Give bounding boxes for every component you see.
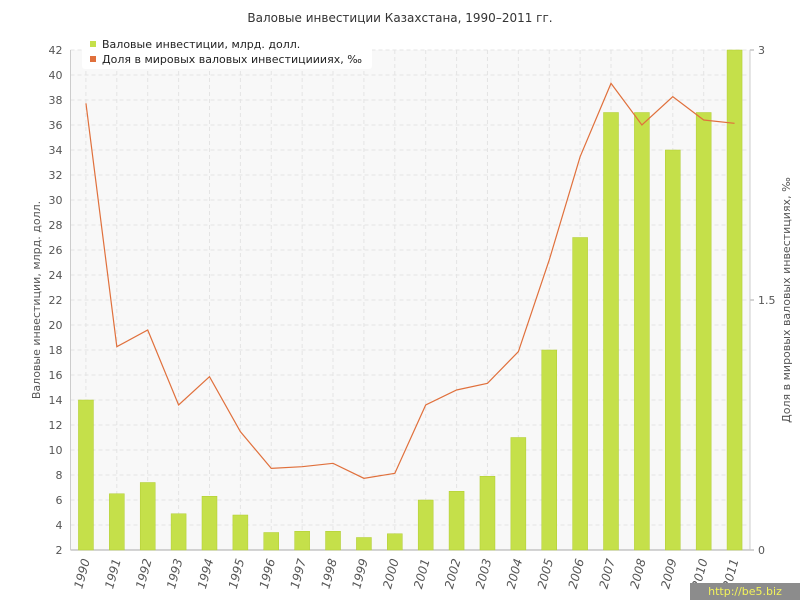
x-tick-label: 1993 <box>164 557 185 590</box>
chart-title: Валовые инвестиции Казахстана, 1990–2011… <box>247 11 552 25</box>
bar <box>634 112 650 551</box>
x-tick-label: 2002 <box>442 557 463 590</box>
y-tick-label: 2 <box>56 544 63 557</box>
x-tick-label: 2003 <box>473 557 494 590</box>
x-tick-label: 2009 <box>658 557 679 590</box>
bar <box>232 514 249 551</box>
x-tick-label: 2000 <box>380 557 402 590</box>
y-tick-label: 14 <box>49 394 63 407</box>
x-tick-label: 1992 <box>133 557 154 590</box>
bar <box>294 531 310 551</box>
x-tick-label: 1990 <box>71 557 93 590</box>
y-tick-label: 34 <box>49 144 63 157</box>
y-tick-label: 28 <box>49 219 63 232</box>
x-tick-label: 2007 <box>596 557 618 590</box>
bar <box>201 496 218 551</box>
y-tick-label: 40 <box>49 69 63 82</box>
line <box>85 82 735 479</box>
bar <box>139 482 156 551</box>
legend-label: Доля в мировых валовых инвестициииях, ‰ <box>102 53 362 66</box>
bar <box>541 349 557 551</box>
x-tick-label: 1997 <box>288 557 310 590</box>
y-tick-label: 30 <box>49 194 63 207</box>
bar <box>510 437 527 551</box>
x-tick-label: 2005 <box>535 557 556 590</box>
legend-marker <box>90 41 96 47</box>
y-tick-label: 36 <box>49 119 63 132</box>
y-tick-label: 32 <box>49 169 63 182</box>
y-tick-label: 10 <box>49 444 63 457</box>
x-tick-label: 1998 <box>319 557 341 590</box>
watermark: http://be5.biz <box>708 585 782 598</box>
y2-tick-label: 1.5 <box>758 294 776 307</box>
y-tick-label: 20 <box>49 319 63 332</box>
x-tick-label: 2006 <box>566 557 588 590</box>
x-tick-label: 2008 <box>627 557 649 590</box>
bar <box>695 112 712 551</box>
x-tick-label: 2001 <box>411 557 432 590</box>
y-tick-label: 42 <box>49 44 63 57</box>
bar <box>170 513 187 551</box>
bar <box>572 237 588 551</box>
y-tick-label: 18 <box>49 344 63 357</box>
y-tick-label: 12 <box>49 419 63 432</box>
legend-label: Валовые инвестиции, млрд. долл. <box>102 38 300 51</box>
bar <box>603 112 619 551</box>
x-tick-label: 1995 <box>226 557 247 590</box>
y-tick-label: 6 <box>56 494 63 507</box>
bar <box>417 499 434 551</box>
y2-axis-title: Доля в мировых валовых инвестициях, ‰ <box>780 177 793 423</box>
bar <box>263 532 280 551</box>
y-tick-label: 16 <box>49 369 63 382</box>
y-axis-title: Валовые инвестиции, млрд. долл. <box>30 201 43 399</box>
x-tick-label: 1999 <box>349 557 370 590</box>
y-tick-label: 26 <box>49 244 63 257</box>
bar <box>665 149 681 551</box>
watermark-box <box>690 583 800 600</box>
y-tick-label: 24 <box>49 269 63 282</box>
bar <box>448 491 465 551</box>
bar <box>109 493 125 551</box>
legend-box <box>82 36 372 69</box>
x-tick-label: 1991 <box>102 557 123 590</box>
bar <box>356 537 372 551</box>
bar <box>479 476 496 551</box>
bar <box>726 49 743 551</box>
bar <box>78 399 94 551</box>
y-tick-label: 8 <box>56 469 63 482</box>
y-tick-label: 38 <box>49 94 63 107</box>
y2-tick-label: 0 <box>758 544 765 557</box>
bar <box>387 533 403 551</box>
x-tick-label: 1996 <box>257 557 279 590</box>
legend-marker <box>90 56 96 62</box>
x-tick-label: 1994 <box>195 557 216 590</box>
x-tick-label: 2004 <box>504 557 525 590</box>
y-tick-label: 4 <box>56 519 63 532</box>
y2-tick-label: 3 <box>758 44 765 57</box>
y-tick-label: 22 <box>49 294 63 307</box>
bar <box>325 531 341 551</box>
